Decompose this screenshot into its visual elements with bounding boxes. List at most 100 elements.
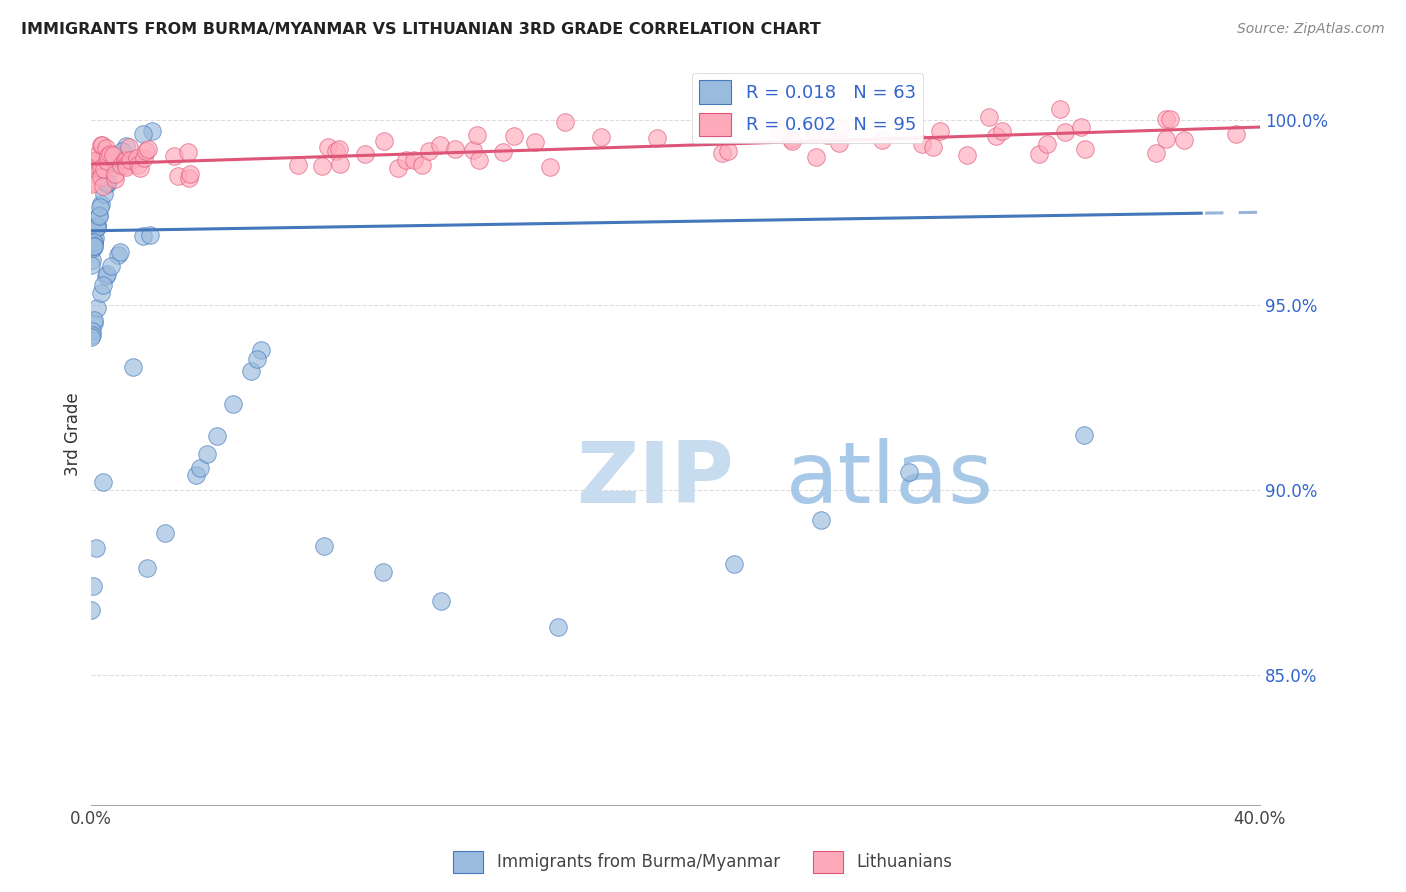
Point xyxy=(554,115,576,129)
Point xyxy=(155,526,177,541)
Point xyxy=(87,208,110,222)
Point xyxy=(287,158,309,172)
Point xyxy=(86,219,108,234)
Point xyxy=(94,141,117,155)
Point xyxy=(80,252,103,267)
Point xyxy=(524,136,547,150)
Point xyxy=(93,186,115,201)
Point xyxy=(1173,133,1195,147)
Point xyxy=(780,131,803,145)
Point xyxy=(314,539,336,553)
Point xyxy=(104,167,127,181)
Point xyxy=(135,561,157,575)
Point xyxy=(87,147,110,161)
Point xyxy=(107,248,129,262)
Point xyxy=(108,245,131,260)
Point xyxy=(815,128,838,142)
Point xyxy=(723,558,745,572)
Point xyxy=(132,151,155,165)
Point xyxy=(91,179,114,194)
Point xyxy=(101,161,124,176)
Point xyxy=(1053,125,1076,139)
Point xyxy=(1154,132,1177,146)
Point xyxy=(430,594,453,608)
Point xyxy=(429,137,451,152)
Point xyxy=(780,134,803,148)
Point xyxy=(86,218,108,232)
Point xyxy=(710,146,733,161)
Point xyxy=(118,140,141,154)
Point xyxy=(83,235,105,250)
Point xyxy=(91,475,114,490)
Point xyxy=(115,160,138,174)
Point xyxy=(101,148,124,162)
Point xyxy=(463,144,485,158)
Point xyxy=(768,121,790,136)
Point xyxy=(870,133,893,147)
Point xyxy=(402,153,425,168)
Point xyxy=(114,153,136,167)
Point xyxy=(395,153,418,167)
Text: IMMIGRANTS FROM BURMA/MYANMAR VS LITHUANIAN 3RD GRADE CORRELATION CHART: IMMIGRANTS FROM BURMA/MYANMAR VS LITHUAN… xyxy=(21,22,821,37)
Point xyxy=(96,175,118,189)
Point xyxy=(96,176,118,190)
Point xyxy=(991,124,1014,138)
Point xyxy=(1144,145,1167,160)
Point xyxy=(591,129,613,144)
Point xyxy=(492,145,515,159)
Point xyxy=(411,158,433,172)
Point xyxy=(97,149,120,163)
Point xyxy=(96,269,118,284)
Point xyxy=(1028,146,1050,161)
Point xyxy=(114,153,136,167)
Point xyxy=(1070,120,1092,134)
Point xyxy=(1073,427,1095,442)
Point xyxy=(86,153,108,167)
Text: ZIP: ZIP xyxy=(576,438,734,521)
Point xyxy=(80,154,103,169)
Point xyxy=(125,151,148,165)
Point xyxy=(1159,112,1181,126)
Point xyxy=(222,397,245,411)
Point xyxy=(83,239,105,253)
Point xyxy=(803,124,825,138)
Point xyxy=(90,138,112,153)
Point xyxy=(167,169,190,184)
Point xyxy=(84,541,107,555)
Point xyxy=(418,144,440,158)
Point xyxy=(538,160,561,174)
Point xyxy=(91,277,114,292)
Point xyxy=(371,565,394,579)
Point xyxy=(1225,128,1247,142)
Point xyxy=(136,142,159,156)
Point xyxy=(177,171,200,186)
Point xyxy=(89,200,111,214)
Point xyxy=(80,175,103,189)
Point xyxy=(205,428,228,442)
Point xyxy=(93,161,115,176)
Point xyxy=(82,241,104,255)
Point xyxy=(188,461,211,475)
Point xyxy=(83,235,105,249)
Point xyxy=(100,259,122,273)
Point xyxy=(465,128,488,142)
Point xyxy=(80,603,103,617)
Point xyxy=(104,171,127,186)
Point xyxy=(444,143,467,157)
Y-axis label: 3rd Grade: 3rd Grade xyxy=(65,392,82,476)
Point xyxy=(311,159,333,173)
Point xyxy=(80,154,103,169)
Point xyxy=(184,468,207,483)
Point xyxy=(80,258,103,272)
Point xyxy=(138,227,160,242)
Text: Source: ZipAtlas.com: Source: ZipAtlas.com xyxy=(1237,22,1385,37)
Point xyxy=(329,157,352,171)
Point xyxy=(828,120,851,135)
Point xyxy=(103,158,125,172)
Point xyxy=(1074,142,1097,156)
Point xyxy=(90,161,112,175)
Point xyxy=(110,158,132,172)
Point xyxy=(86,301,108,315)
Point xyxy=(387,161,409,175)
Point xyxy=(929,124,952,138)
